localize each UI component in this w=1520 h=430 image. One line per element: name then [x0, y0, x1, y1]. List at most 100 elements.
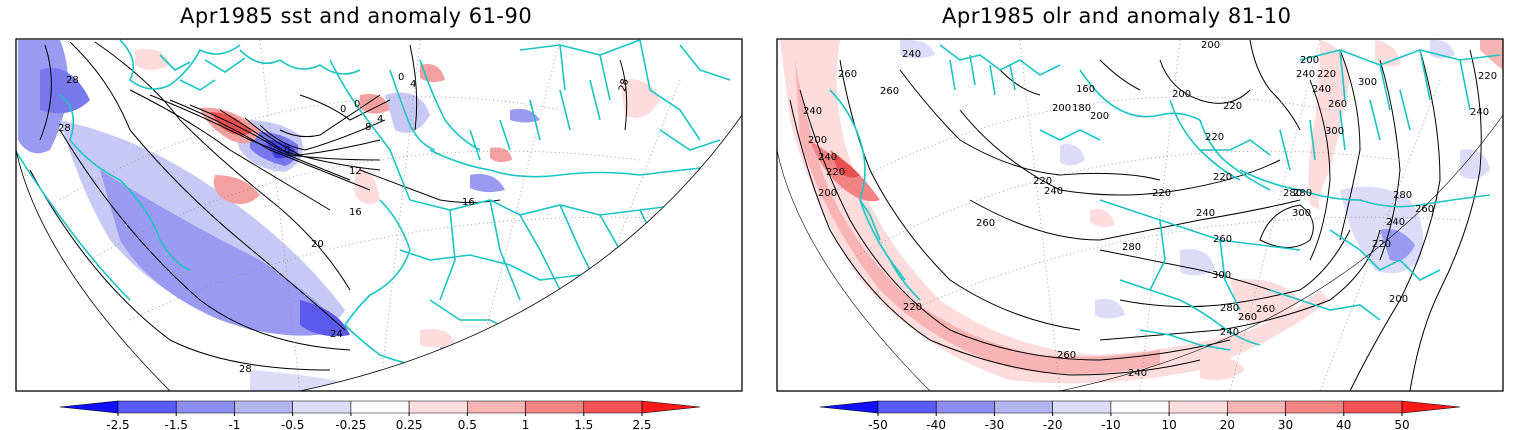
olr-contour-label: 260 — [880, 86, 899, 97]
olr-contour-label: 260 — [1057, 350, 1076, 361]
sst-contour-label: 12 — [349, 166, 362, 177]
olr-contour-label: 280 — [1293, 188, 1312, 199]
sst-contour-label: 24 — [330, 329, 343, 340]
olr-anomaly-colorbar: -50 -40 -30 -20 -10 10 20 30 40 50 — [819, 400, 1461, 430]
colorbar-tick-label: -0.5 — [281, 418, 304, 430]
olr-contour-label: 280 — [1122, 242, 1141, 253]
olr-contour-label: 280 — [1283, 188, 1302, 199]
olr-contour-label: 200 — [818, 188, 837, 199]
colorbar-swatch — [292, 400, 352, 414]
colorbar-tick-label: -30 — [985, 418, 1005, 430]
olr-contour-label: 300 — [1292, 208, 1311, 219]
sst-map-panel: 28 28 4 0 0 4 8 0 12 16 20 24 28 16 28 0 — [15, 38, 743, 392]
olr-negative-anomaly-shading — [900, 39, 1490, 319]
olr-graticule — [819, 39, 1461, 391]
sst-contour-label: 28 — [58, 123, 71, 134]
sst-contour-label: 0 — [284, 145, 290, 156]
olr-contour-label: 220 — [1152, 188, 1171, 199]
olr-contour-label: 240 — [1296, 69, 1315, 80]
sst-contour-label: 16 — [349, 207, 362, 218]
olr-contour-label: 260 — [838, 69, 857, 80]
colorbar-swatch — [935, 400, 995, 414]
olr-contour-label: 240 — [1312, 84, 1331, 95]
olr-contour-label: 200 — [1300, 55, 1319, 66]
olr-contour-label: 240 — [1470, 107, 1489, 118]
olr-contour-label: 200 — [1052, 103, 1071, 114]
colorbar-swatch — [583, 400, 643, 414]
olr-contour-label: 260 — [1328, 99, 1347, 110]
sst-contour-label: 4 — [377, 114, 383, 125]
sst-contour-label: 20 — [311, 239, 324, 250]
colorbar-tick-label: 30 — [1278, 418, 1293, 430]
olr-contour-label: 220 — [1317, 69, 1336, 80]
colorbar-tick-label: 1.5 — [574, 418, 593, 430]
olr-contour-label: 300 — [1358, 77, 1377, 88]
colorbar-swatch — [234, 400, 293, 414]
olr-contour-label: 240 — [818, 152, 837, 163]
olr-coastlines — [829, 44, 1501, 351]
colorbar-swatch — [1285, 400, 1345, 414]
olr-contour-label: 260 — [1415, 204, 1434, 215]
olr-contour-label: 180 — [1072, 103, 1091, 114]
sst-contour-label: 28 — [617, 78, 631, 93]
olr-contour-label: 300 — [1212, 270, 1231, 281]
olr-map-panel: 240 260 240 200 240 220 200 260 160 200 … — [776, 38, 1504, 392]
olr-contour-label: 260 — [1213, 234, 1232, 245]
colorbar-tick-label: 1 — [522, 418, 530, 430]
colorbar-tick-label: 0.5 — [458, 418, 477, 430]
olr-contour-label: 160 — [1076, 84, 1095, 95]
colorbar-swatch — [1052, 400, 1112, 414]
left-panel-title: Apr1985 sst and anomaly 61-90 — [180, 4, 533, 28]
sst-contour-label: 0 — [398, 72, 404, 83]
olr-contour-label: 200 — [1201, 40, 1220, 51]
colorbar-swatch — [641, 400, 701, 414]
sst-projection-edge — [300, 115, 742, 391]
colorbar-swatch — [877, 400, 937, 414]
olr-contour-label: 280 — [1220, 303, 1239, 314]
olr-contour-label: 260 — [1238, 312, 1257, 323]
colorbar-swatch — [994, 400, 1053, 414]
olr-contour-label: 240 — [902, 49, 921, 60]
olr-contour-label: 220 — [826, 167, 845, 178]
colorbar-tick-label: -40 — [926, 418, 946, 430]
sst-contour-label: 0 — [354, 99, 360, 110]
colorbar-swatch — [1168, 400, 1228, 414]
olr-contour-lines — [789, 39, 1482, 391]
olr-contour-labels: 240 260 240 200 240 220 200 260 160 200 … — [803, 40, 1497, 379]
olr-map-frame — [776, 38, 1504, 392]
colorbar-tick-label: 2.5 — [632, 418, 651, 430]
colorbar-tick-label: -1.5 — [165, 418, 188, 430]
colorbar-swatch — [408, 400, 468, 414]
sst-map-frame — [15, 38, 743, 392]
olr-contour-label: 260 — [1256, 304, 1275, 315]
colorbar-tick-label: -1 — [228, 418, 240, 430]
sst-contour-labels: 28 28 4 0 0 4 8 0 12 16 20 24 28 16 28 0 — [58, 72, 631, 375]
olr-contour-label: 200 — [1389, 294, 1408, 305]
olr-contour-label: 240 — [1220, 327, 1239, 338]
olr-contour-label: 220 — [1372, 239, 1391, 250]
colorbar-swatch — [117, 400, 177, 414]
sst-contour-lines — [29, 41, 628, 371]
olr-contour-label: 260 — [976, 218, 995, 229]
olr-contour-label: 220 — [1205, 132, 1224, 143]
colorbar-tick-label: -0.25 — [335, 418, 366, 430]
colorbar-tick-label: 20 — [1220, 418, 1235, 430]
colorbar-swatch — [59, 400, 119, 414]
olr-contour-label: 220 — [903, 302, 922, 313]
olr-contour-label: 200 — [1090, 111, 1109, 122]
colorbar-swatch — [467, 400, 526, 414]
colorbar-tick-label: -50 — [868, 418, 888, 430]
sst-contour-label: 8 — [365, 122, 371, 133]
olr-contour-label: 220 — [1213, 172, 1232, 183]
olr-contour-label: 280 — [1393, 190, 1412, 201]
olr-contour-label: 240 — [1386, 217, 1405, 228]
olr-contour-label: 240 — [803, 106, 822, 117]
olr-contour-label: 240 — [1196, 208, 1215, 219]
colorbar-tick-label: 0.25 — [396, 418, 423, 430]
olr-contour-label: 220 — [1478, 71, 1497, 82]
colorbar-swatch — [1343, 400, 1403, 414]
colorbar-tick-label: -20 — [1043, 418, 1063, 430]
colorbar-tick-label: 50 — [1394, 418, 1409, 430]
right-panel-title: Apr1985 olr and anomaly 81-10 — [942, 4, 1292, 28]
